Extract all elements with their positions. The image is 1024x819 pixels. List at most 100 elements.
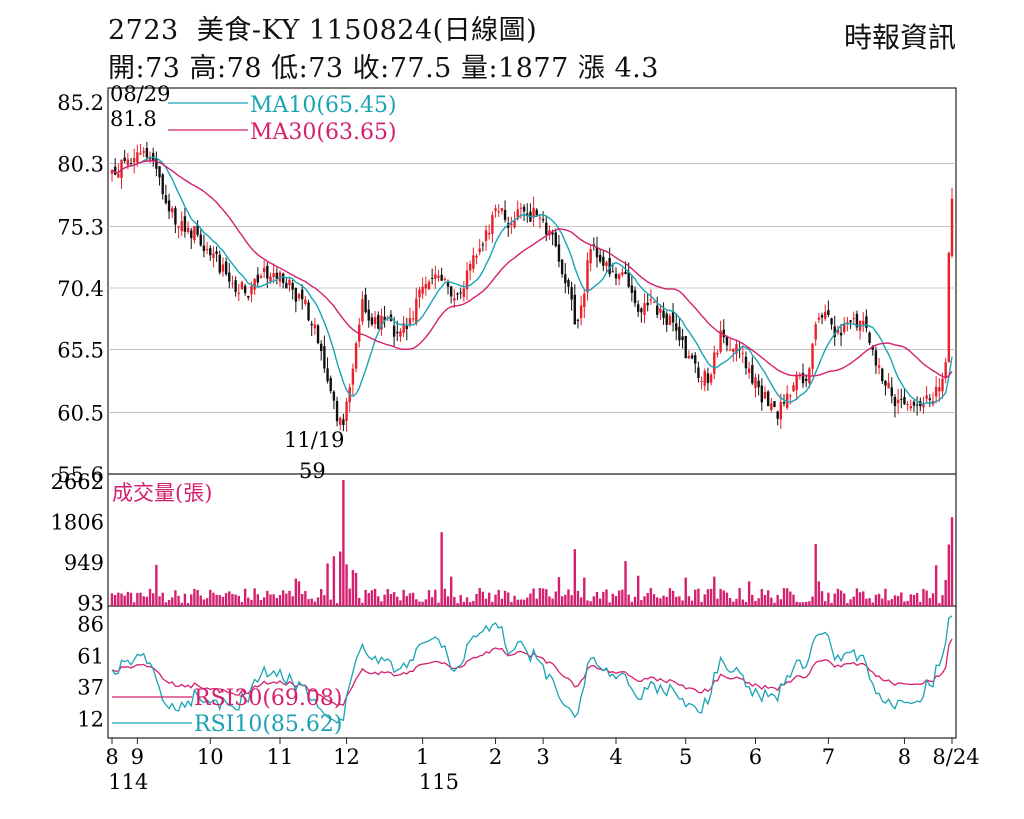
candle-body (316, 325, 320, 344)
candle-body (367, 309, 370, 321)
candle-body (760, 385, 764, 403)
candle-body (139, 153, 142, 155)
volume-bar (519, 599, 523, 606)
volume-bar (132, 602, 136, 606)
candle-body (259, 276, 263, 278)
volume-bar (396, 596, 399, 606)
price-tick-label: 55.6 (57, 463, 104, 487)
candle-body (373, 317, 377, 325)
volume-bar (877, 593, 881, 606)
candle-body (754, 377, 757, 388)
candle-body (814, 324, 817, 340)
volume-bar (649, 588, 653, 606)
volume-bar (139, 592, 142, 606)
candle-body (877, 365, 881, 368)
volume-bar (931, 593, 935, 606)
candle-body (583, 293, 586, 308)
candle-body (377, 314, 380, 329)
volume-bar (221, 596, 225, 606)
volume-tick-label: 93 (77, 592, 104, 616)
volume-bar (342, 480, 345, 606)
volume-bar (684, 577, 687, 606)
volume-bar (361, 602, 364, 606)
volume-bar (617, 590, 621, 606)
candle-body (392, 325, 396, 337)
candle-body (310, 323, 313, 326)
candle-body (751, 365, 754, 384)
candle-body (602, 256, 605, 266)
candle-body (503, 209, 507, 220)
volume-bar (817, 581, 821, 606)
candle-body (345, 401, 348, 422)
candle-body (132, 158, 136, 163)
volume-bar (212, 592, 215, 606)
volume-bar (830, 602, 833, 606)
volume-bar (906, 600, 909, 606)
volume-bar (418, 601, 421, 606)
volume-bar (332, 556, 336, 606)
volume-bar (868, 598, 871, 606)
volume-bar (614, 595, 618, 606)
volume-bar (659, 598, 662, 606)
volume-bar (370, 590, 374, 606)
candle-body (538, 217, 542, 219)
candle-body (912, 401, 916, 406)
date-tick-label: 10 (197, 745, 224, 769)
candle-body (871, 346, 874, 350)
volume-bar (434, 589, 437, 606)
candle-body (595, 246, 599, 258)
candle-body (643, 303, 646, 315)
quote-summary: 開:73 高:78 低:73 收:77.5 量:1877 漲 4.3 (108, 46, 659, 85)
candle-body (402, 323, 405, 333)
volume-bar (256, 594, 260, 606)
candle-body (465, 270, 469, 290)
candle-body (649, 299, 653, 301)
volume-bar (218, 595, 221, 606)
volume-bar (643, 596, 646, 606)
volume-bar (453, 596, 456, 606)
volume-bar (462, 601, 466, 606)
volume-bar (846, 603, 849, 606)
volume-bar (900, 592, 903, 606)
volume-bar (589, 601, 592, 606)
volume-tick-label: 1806 (51, 511, 104, 535)
candle-body (678, 326, 681, 341)
candle-body (110, 169, 114, 174)
candle-body (900, 398, 903, 400)
volume-bar (598, 598, 602, 606)
candle-body (497, 211, 500, 213)
candle-body (142, 151, 145, 153)
volume-bar (690, 600, 694, 606)
candle-body (532, 207, 535, 218)
candle-body (167, 200, 171, 212)
volume-bar (535, 598, 538, 606)
volume-bar (862, 591, 865, 606)
volume-bar (849, 599, 852, 606)
volume-bar (262, 597, 266, 606)
candle-body (320, 343, 323, 351)
candle-body (928, 398, 932, 400)
candle-body (763, 391, 767, 399)
candle-body (224, 261, 228, 275)
volume-bar (804, 601, 808, 606)
moving-average-lines (111, 156, 953, 405)
volume-bar (392, 592, 396, 606)
chart-border (107, 87, 957, 739)
volume-bar (630, 601, 634, 606)
candle-body (399, 331, 402, 337)
candle-body (579, 305, 583, 319)
candle-body (896, 399, 900, 404)
volume-bar (754, 600, 757, 606)
candle-body (617, 274, 621, 280)
volume-bar (243, 588, 247, 606)
volume-bar (152, 593, 155, 606)
candle-body (478, 248, 481, 253)
volume-bar (538, 588, 542, 606)
volume-bar (858, 592, 862, 606)
candle-body (522, 206, 526, 212)
candle-body (380, 315, 383, 330)
candle-body (500, 208, 504, 211)
candle-body (342, 419, 345, 425)
date-tick-label: 8/24 (932, 745, 979, 769)
candle-body (636, 304, 640, 312)
